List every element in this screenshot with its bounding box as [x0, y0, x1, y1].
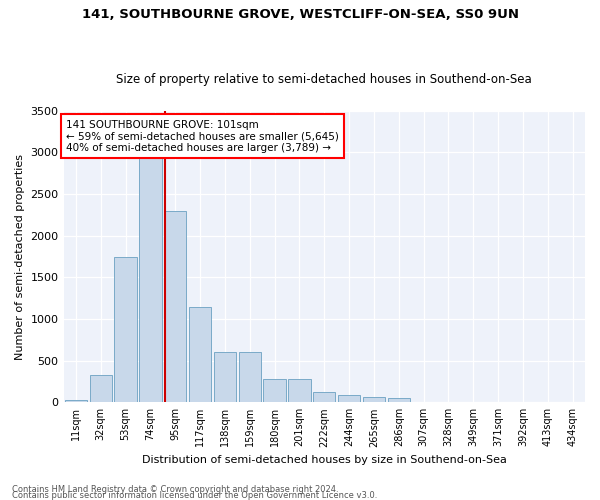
Bar — [139, 136, 161, 402]
Bar — [164, 210, 187, 402]
Text: Contains HM Land Registry data © Crown copyright and database right 2024.: Contains HM Land Registry data © Crown c… — [12, 485, 338, 494]
Bar — [239, 352, 261, 403]
Y-axis label: Number of semi-detached properties: Number of semi-detached properties — [15, 154, 25, 360]
Bar — [115, 256, 137, 402]
Bar — [363, 397, 385, 402]
Text: 141 SOUTHBOURNE GROVE: 101sqm
← 59% of semi-detached houses are smaller (5,645)
: 141 SOUTHBOURNE GROVE: 101sqm ← 59% of s… — [66, 120, 339, 152]
Bar — [189, 306, 211, 402]
Bar — [388, 398, 410, 402]
Bar — [338, 395, 360, 402]
Title: Size of property relative to semi-detached houses in Southend-on-Sea: Size of property relative to semi-detach… — [116, 73, 532, 86]
Bar — [89, 375, 112, 402]
Text: 141, SOUTHBOURNE GROVE, WESTCLIFF-ON-SEA, SS0 9UN: 141, SOUTHBOURNE GROVE, WESTCLIFF-ON-SEA… — [82, 8, 518, 20]
Bar — [214, 352, 236, 403]
Bar — [288, 379, 311, 402]
Bar — [263, 379, 286, 402]
Bar — [313, 392, 335, 402]
X-axis label: Distribution of semi-detached houses by size in Southend-on-Sea: Distribution of semi-detached houses by … — [142, 455, 507, 465]
Bar — [65, 400, 87, 402]
Text: Contains public sector information licensed under the Open Government Licence v3: Contains public sector information licen… — [12, 491, 377, 500]
